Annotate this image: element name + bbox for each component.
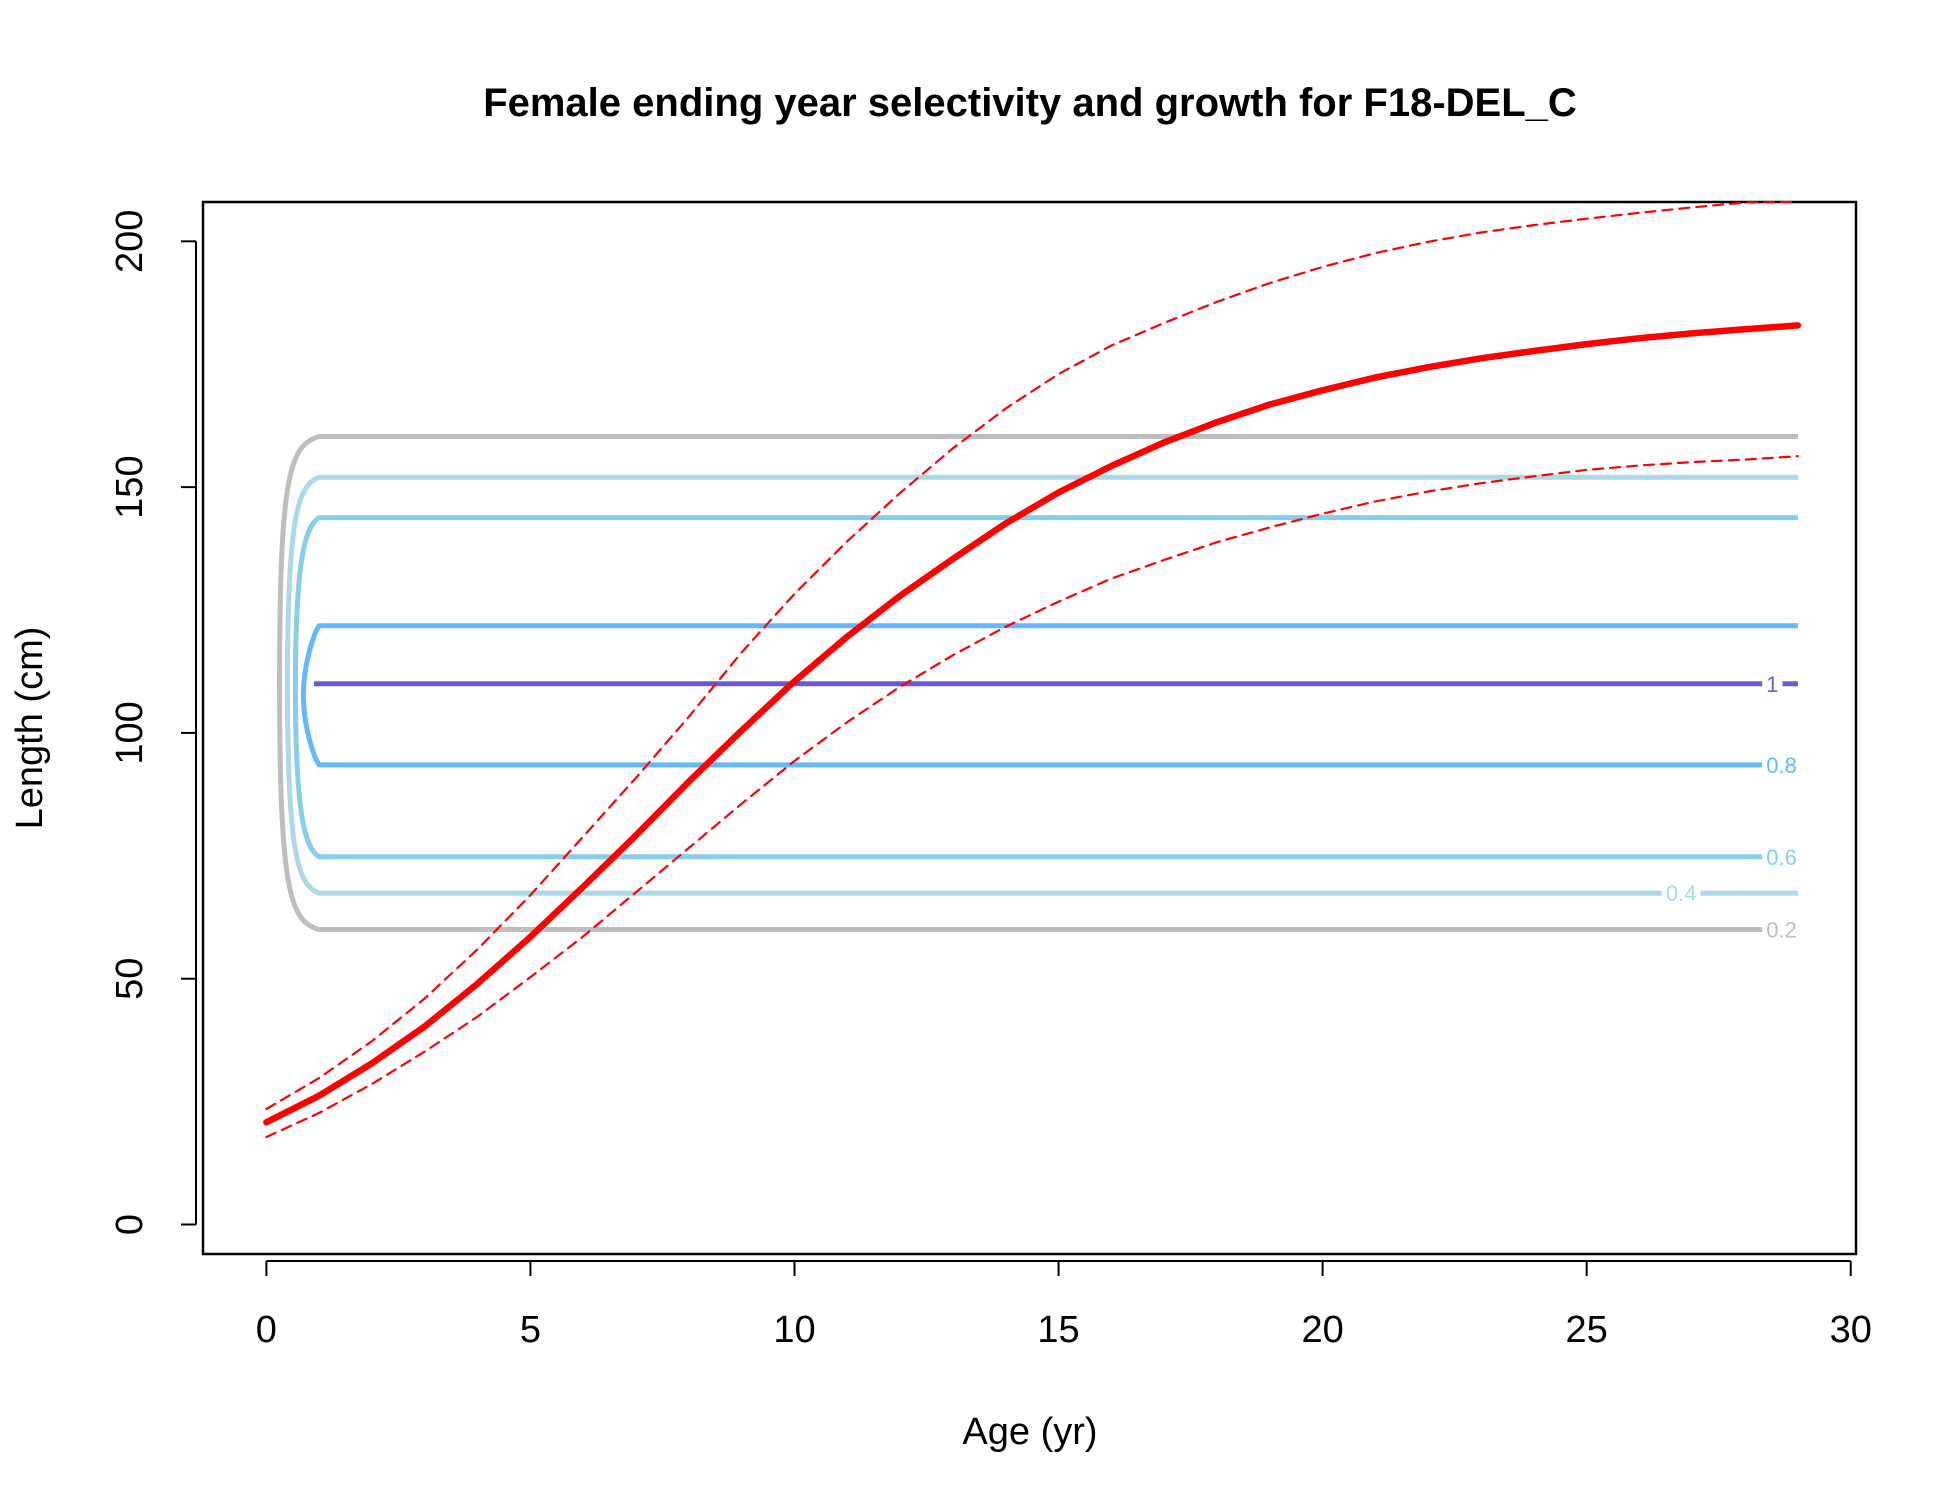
contour-line-0.4: [284, 474, 1798, 896]
growth-series-2: [265, 455, 1800, 1139]
growth-curves: [263, 200, 1802, 1139]
contour-label-bg-0.4: [1661, 879, 1701, 908]
contour-label-1: 1: [1766, 672, 1778, 697]
contour-0.6: 0.6: [292, 515, 1801, 871]
contour-0.2: 0.2: [277, 433, 1801, 944]
x-tick-label-0: 0: [256, 1309, 277, 1351]
y-tick-label-4: 200: [109, 210, 151, 273]
contour-label-bg-0.6: [1762, 842, 1801, 871]
x-tick-label-1: 5: [520, 1309, 541, 1351]
contour-1: 1: [313, 669, 1798, 698]
contour-0.8: 0.8: [300, 623, 1801, 779]
contour-line-0.6: [292, 515, 1798, 860]
x-tick-label-5: 25: [1566, 1309, 1608, 1351]
contour-label-bg-1: [1762, 669, 1783, 698]
x-tick-label-3: 15: [1037, 1309, 1079, 1351]
contour-label-0.8: 0.8: [1766, 753, 1797, 778]
x-tick-label-4: 20: [1301, 1309, 1343, 1351]
x-tick-label-6: 30: [1830, 1309, 1872, 1351]
axes: 0 5 10 15 20 25 30 0 50 100 150 200: [109, 210, 1872, 1351]
y-tick-label-0: 0: [109, 1214, 151, 1235]
x-axis-title: Age (yr): [962, 1411, 1097, 1453]
contour-label-0.2: 0.2: [1766, 918, 1797, 943]
contour-line-0.2: [277, 433, 1798, 933]
contour-label-bg-0.2: [1762, 915, 1801, 944]
chart-title: Female ending year selectivity and growt…: [483, 81, 1577, 125]
y-tick-label-3: 150: [109, 455, 151, 518]
contour-label-0.4: 0.4: [1666, 881, 1697, 906]
y-tick-label-1: 50: [109, 958, 151, 1000]
growth-series-0: [263, 322, 1802, 1126]
contour-0.4: 0.4: [284, 474, 1798, 908]
contour-line-0.8: [300, 623, 1798, 768]
y-tick-label-2: 100: [109, 701, 151, 764]
contour-label-bg-0.8: [1762, 750, 1801, 779]
y-axis-title: Length (cm): [9, 627, 51, 830]
selectivity-contours: 0.2 0.4 0.6 0.8 1: [277, 433, 1801, 944]
plot-frame: [201, 200, 1858, 1256]
growth-series-1: [265, 200, 1800, 1111]
x-tick-label-2: 10: [773, 1309, 815, 1351]
contour-label-0.6: 0.6: [1766, 845, 1797, 870]
